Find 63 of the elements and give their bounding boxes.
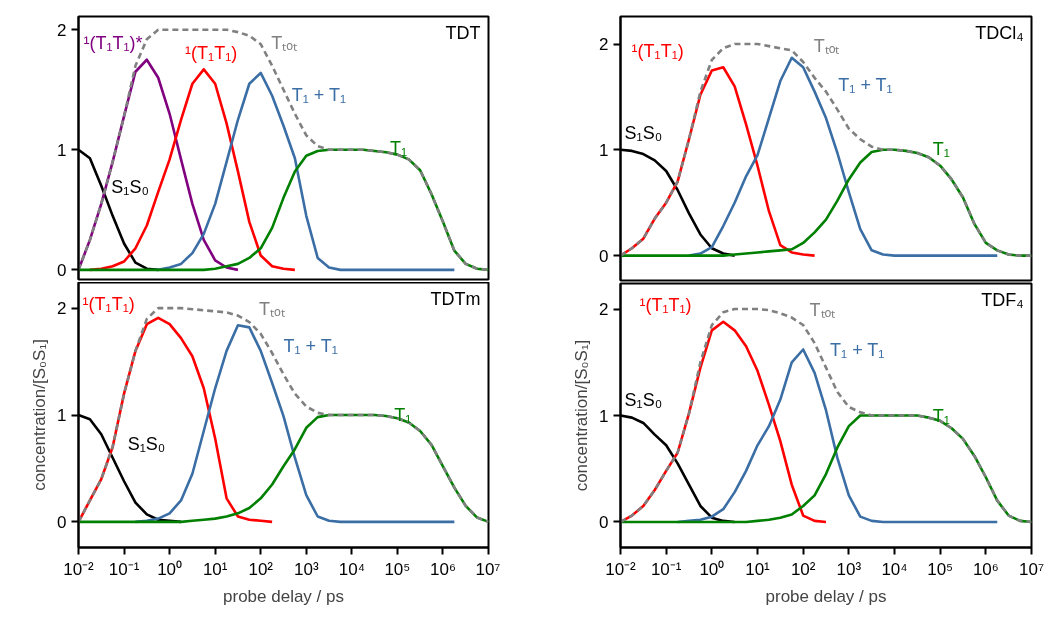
y-tick-label: 2 bbox=[57, 20, 67, 40]
x-tick-label: 10⁵ bbox=[384, 559, 411, 579]
y-tick-label: 0 bbox=[599, 246, 609, 266]
x-tick-label: 10² bbox=[790, 559, 816, 579]
y-tick-label: 1 bbox=[57, 406, 67, 425]
series-label: S₁S₀ bbox=[127, 434, 166, 455]
line-series bbox=[78, 28, 489, 272]
x-tick-label: 10² bbox=[248, 559, 274, 579]
x-tick-label: 10⁻² bbox=[605, 559, 637, 579]
x-tick-label: 10⁵ bbox=[927, 559, 954, 579]
series-label: T₁ + T₁ bbox=[830, 339, 885, 360]
x-tick-label: 10⁶ bbox=[972, 559, 999, 579]
series-label: T₁ bbox=[932, 138, 950, 159]
y-axis-title: concentration/[S₀S₁] bbox=[30, 339, 50, 491]
y-tick-label: 1 bbox=[57, 140, 67, 160]
x-tick-label: 10⁻¹ bbox=[108, 559, 140, 579]
x-tick-label: 10⁷ bbox=[475, 559, 501, 579]
series-label: Tₜₒₜ bbox=[809, 299, 836, 320]
y-axis-title: concentration/[S₀S₁] bbox=[572, 339, 592, 492]
series-label: Tₜₒₜ bbox=[258, 299, 285, 319]
series-label: T₁ + T₁ bbox=[283, 336, 338, 357]
y-tick-label: 0 bbox=[57, 260, 67, 280]
series-label: Tₜₒₜ bbox=[271, 32, 297, 53]
x-tick-label: 10¹ bbox=[202, 559, 228, 579]
x-tick-label: 10⁴ bbox=[881, 559, 908, 579]
x-axis-title: probe delay / ps bbox=[765, 586, 887, 606]
series-label: T₁ bbox=[394, 405, 412, 425]
x-tick-label: 10³ bbox=[293, 559, 319, 579]
x-tick-label: 10⁶ bbox=[429, 559, 456, 579]
y-tick-label: 0 bbox=[599, 512, 609, 532]
series-label: ¹(T₁T₁) bbox=[185, 43, 238, 64]
x-tick-label: 10⁻² bbox=[63, 559, 95, 579]
x-tick-label: 10⁷ bbox=[1018, 559, 1045, 579]
y-tick-label: 2 bbox=[57, 299, 67, 319]
series-label: T₁ bbox=[390, 138, 408, 158]
x-axis-title: probe delay / ps bbox=[223, 586, 344, 606]
x-tick-label: 10⁴ bbox=[338, 559, 365, 579]
series-label: S₁S₀ bbox=[624, 389, 663, 410]
chart-title: TDTm bbox=[430, 288, 481, 309]
x-tick-label: 10⁻¹ bbox=[650, 559, 682, 579]
series-label: T₁ + T₁ bbox=[838, 75, 893, 96]
series-label: T₁ + T₁ bbox=[291, 85, 347, 106]
chart-title: TDF₄ bbox=[981, 289, 1024, 310]
series-label: Tₜₒₜ bbox=[813, 35, 840, 56]
series-label: ¹(T₁T₁) bbox=[82, 293, 135, 314]
y-tick-label: 0 bbox=[57, 512, 67, 532]
x-tick-label: 10⁰ bbox=[157, 559, 183, 579]
x-tick-label: 10⁰ bbox=[699, 559, 725, 579]
series-label: S₁S₀ bbox=[624, 122, 663, 143]
y-tick-label: 1 bbox=[599, 140, 609, 160]
y-tick-label: 1 bbox=[599, 406, 609, 426]
y-tick-label: 2 bbox=[599, 35, 609, 55]
line-series bbox=[156, 71, 456, 272]
series-label: T₁ bbox=[932, 405, 950, 426]
series-label: S₁S₀ bbox=[111, 177, 149, 198]
chart-title: TDT bbox=[445, 22, 481, 43]
chart-title: TDCl₄ bbox=[975, 22, 1024, 43]
y-tick-label: 2 bbox=[599, 300, 609, 320]
x-tick-label: 10¹ bbox=[745, 559, 771, 579]
series-label: ¹(T₁T₁) bbox=[639, 294, 692, 315]
series-label: ¹(T₁T₁) bbox=[631, 40, 684, 61]
x-tick-label: 10³ bbox=[836, 559, 862, 579]
series-label: ¹(T₁T₁)* bbox=[83, 32, 143, 53]
